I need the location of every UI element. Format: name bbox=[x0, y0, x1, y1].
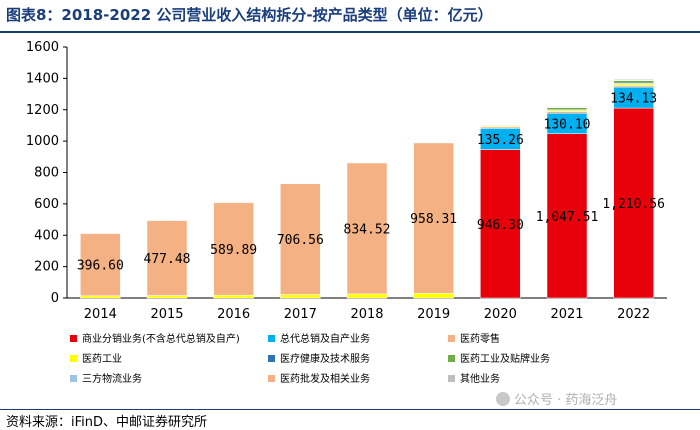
legend-swatch bbox=[70, 335, 77, 342]
data-label: 706.56 bbox=[277, 233, 324, 248]
legend-swatch bbox=[268, 335, 275, 342]
y-tick-label: 1400 bbox=[26, 71, 59, 86]
legend-label: 医疗健康及技术服务 bbox=[280, 352, 370, 365]
x-tick-label: 2016 bbox=[217, 307, 250, 322]
source-note: 资料来源：iFinD、中邮证券研究所 bbox=[6, 411, 207, 430]
data-label: 134.13 bbox=[610, 92, 657, 107]
x-tick-label: 2018 bbox=[350, 307, 383, 322]
data-label: 477.48 bbox=[144, 252, 191, 267]
legend-label: 医药批发及相关业务 bbox=[280, 372, 370, 385]
legend-swatch bbox=[70, 355, 77, 362]
data-label: 135.26 bbox=[477, 133, 524, 148]
wechat-logo-icon bbox=[496, 392, 510, 406]
legend-swatch bbox=[70, 375, 77, 382]
legend-label: 其他业务 bbox=[460, 372, 500, 385]
bar-segment bbox=[147, 295, 187, 298]
y-tick-label: 0 bbox=[51, 291, 59, 306]
bar-segment bbox=[614, 81, 654, 84]
data-label: 958.31 bbox=[410, 212, 457, 227]
data-label: 130.10 bbox=[544, 117, 591, 132]
x-tick-label: 2014 bbox=[84, 307, 117, 322]
bar-segment bbox=[414, 293, 454, 298]
legend-label: 总代总销及自产业务 bbox=[280, 332, 370, 345]
legend-swatch bbox=[448, 375, 455, 382]
data-label: 589.89 bbox=[210, 243, 257, 258]
bar-segment bbox=[614, 79, 654, 80]
x-tick-label: 2022 bbox=[617, 307, 650, 322]
bar-segment bbox=[80, 296, 120, 298]
x-tick-label: 2019 bbox=[417, 307, 450, 322]
legend-label: 医药零售 bbox=[460, 332, 500, 345]
legend-label: 商业分销业务(不含总代总销及自产) bbox=[82, 332, 240, 345]
data-label: 1,047.51 bbox=[536, 210, 599, 225]
data-label: 946.30 bbox=[477, 218, 524, 233]
x-tick-label: 2020 bbox=[484, 307, 517, 322]
x-tick-label: 2015 bbox=[150, 307, 183, 322]
x-tick-label: 2017 bbox=[284, 307, 317, 322]
bar-segment bbox=[214, 295, 254, 298]
data-label: 1,210.56 bbox=[602, 197, 665, 212]
y-tick-label: 1200 bbox=[26, 103, 59, 118]
y-tick-label: 1000 bbox=[26, 134, 59, 149]
x-tick-label: 2021 bbox=[550, 307, 583, 322]
bar-segment bbox=[547, 107, 587, 108]
watermark-text: 公众号 · 药海泛舟 bbox=[514, 393, 617, 408]
legend-swatch bbox=[268, 375, 275, 382]
bar-segment bbox=[280, 295, 320, 298]
watermark: 公众号 · 药海泛舟 bbox=[496, 389, 617, 408]
legend-label: 三方物流业务 bbox=[82, 372, 142, 385]
data-label: 396.60 bbox=[77, 259, 124, 274]
y-tick-label: 1600 bbox=[26, 40, 59, 55]
legend-swatch bbox=[448, 355, 455, 362]
y-tick-label: 400 bbox=[34, 228, 59, 243]
data-label: 834.52 bbox=[344, 222, 391, 237]
y-tick-label: 800 bbox=[34, 166, 59, 181]
legend-swatch bbox=[448, 335, 455, 342]
bar-segment bbox=[347, 294, 387, 298]
bar-segment bbox=[547, 108, 587, 110]
legend-label: 医药工业及贴牌业务 bbox=[460, 352, 550, 365]
y-tick-label: 200 bbox=[34, 260, 59, 275]
y-tick-label: 600 bbox=[34, 197, 59, 212]
legend-label: 医药工业 bbox=[82, 353, 122, 365]
footer-rule bbox=[0, 409, 700, 410]
legend-swatch bbox=[268, 355, 275, 362]
